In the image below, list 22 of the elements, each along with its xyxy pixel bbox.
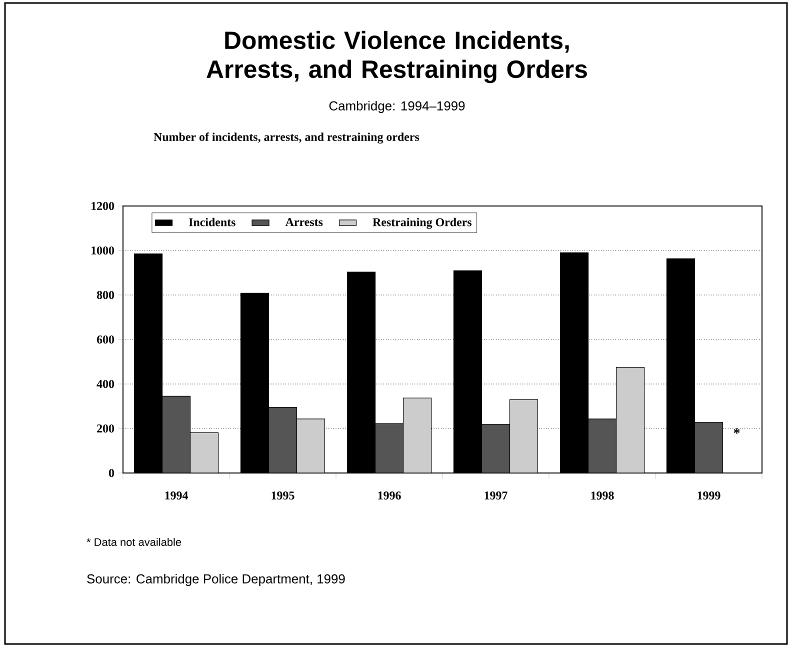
y-tick-label: 600 <box>96 335 114 344</box>
legend-label: Restraining Orders <box>372 218 472 229</box>
chart-title: Domestic Violence Incidents, Arrests, and Restraining Orders <box>206 30 587 84</box>
x-tick-label: 1999 <box>698 491 720 500</box>
y-tick-label: 0 <box>108 468 114 478</box>
x-tick-label: 1996 <box>378 491 401 500</box>
y-tick-label: 800 <box>96 290 114 300</box>
legend-label: Arrests <box>285 218 323 226</box>
y-tick-label: 1200 <box>92 202 114 210</box>
y-tick-label: 1000 <box>92 246 114 255</box>
y-tick-label: 200 <box>97 424 114 433</box>
y-axis-title: Number of incidents, arrests, and restraining orders <box>154 132 420 144</box>
text: * Data not available <box>86 538 182 546</box>
y-tick-label: 400 <box>96 380 114 388</box>
x-tick-label: 1997 <box>484 491 508 500</box>
legend-label: Incidents <box>188 218 236 226</box>
x-tick-label: 1994 <box>165 491 188 500</box>
x-tick-label: 1995 <box>272 491 294 500</box>
annotation: * <box>734 428 740 434</box>
x-tick-label: 1998 <box>591 492 614 500</box>
source-note: Source: Cambridge Police Department, 1999 <box>87 574 345 586</box>
chart-subtitle: Cambridge: 1994–1999 <box>329 100 465 114</box>
